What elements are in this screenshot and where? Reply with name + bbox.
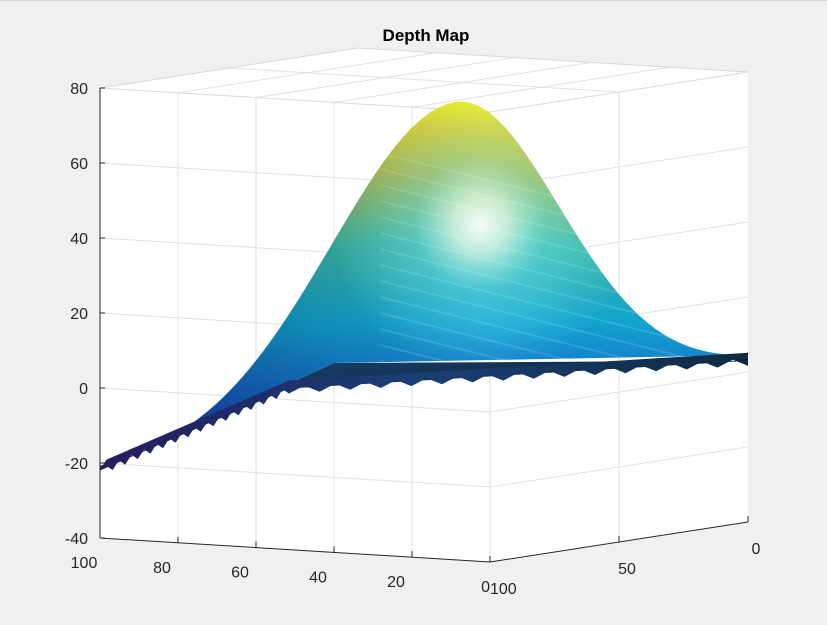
x-tick-label: 0 xyxy=(481,579,490,596)
y-tick-label: 100 xyxy=(490,581,517,598)
y-tick-label: 50 xyxy=(618,561,636,578)
surface-front-edge xyxy=(100,352,748,471)
z-tick-label: 0 xyxy=(79,381,88,398)
z-tick-label: 40 xyxy=(70,231,88,248)
x-axis-ticks: 100 80 60 40 20 0 xyxy=(71,532,491,596)
depth-surface xyxy=(100,101,748,471)
y-axis-ticks: 100 50 0 xyxy=(489,516,761,598)
chart-title: Depth Map xyxy=(383,26,470,45)
z-tick-label: -20 xyxy=(65,456,88,473)
surface-ripple xyxy=(379,280,741,372)
z-tick-label: 20 xyxy=(70,306,88,323)
x-tick-label: 40 xyxy=(309,569,327,586)
x-tick-label: 20 xyxy=(387,574,405,591)
x-tick-label: 80 xyxy=(153,560,171,577)
x-axis-line xyxy=(99,537,491,563)
x-tick-label: 100 xyxy=(71,555,98,572)
z-axis-ticks: 80 60 40 20 0 -20 -40 xyxy=(65,81,105,548)
x-tick-label: 60 xyxy=(231,565,249,582)
z-tick-label: 80 xyxy=(70,81,88,98)
z-tick-label: 60 xyxy=(70,156,88,173)
y-tick-label: 0 xyxy=(752,541,761,558)
z-tick-label: -40 xyxy=(65,531,88,548)
figure-top-border xyxy=(0,0,827,1)
surface-specular-highlight xyxy=(100,101,748,471)
